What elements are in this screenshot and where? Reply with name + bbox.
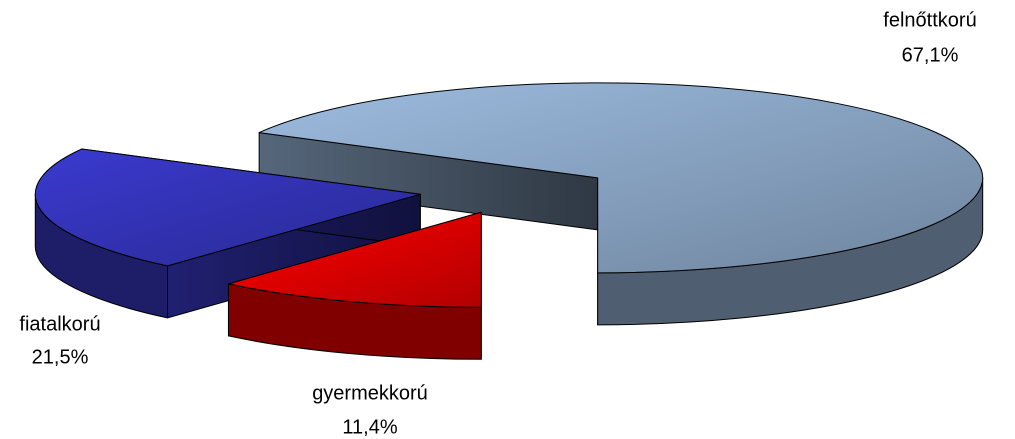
- slice-value-label: 67,1%: [902, 44, 959, 66]
- slice-top: [258, 82, 984, 274]
- slice-top: [227, 211, 482, 308]
- slice-top: [34, 148, 421, 267]
- slice-label: gyermekkorú: [312, 382, 428, 404]
- slice-label: fiatalkorú: [19, 313, 100, 335]
- slice-value-label: 11,4%: [342, 416, 397, 438]
- slice-label: felnőttkorú: [883, 9, 976, 31]
- slice-value-label: 21,5%: [32, 346, 89, 368]
